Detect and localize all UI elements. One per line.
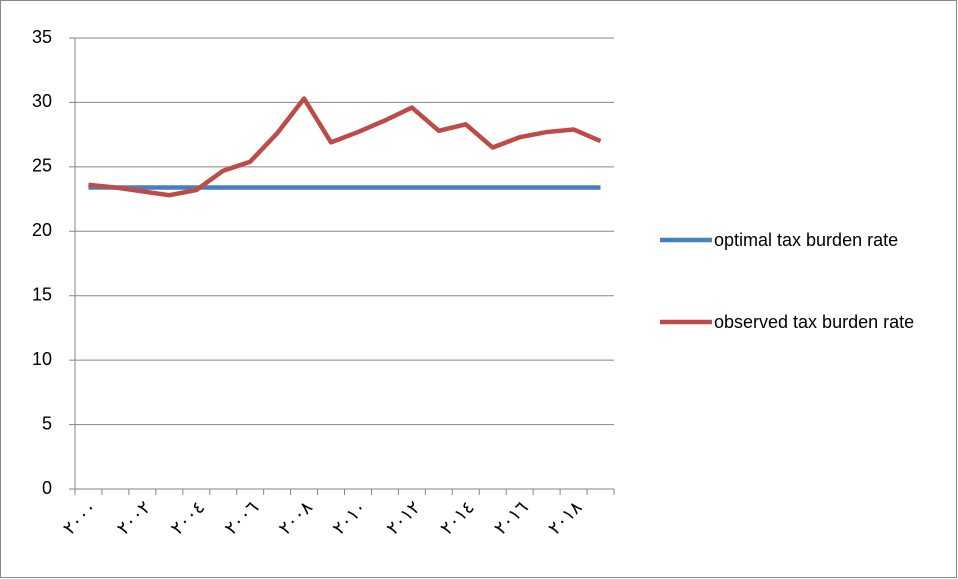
- legend-label: optimal tax burden rate: [714, 230, 899, 250]
- y-tick-label: 0: [42, 478, 52, 498]
- y-tick-label: 35: [32, 27, 52, 47]
- y-tick-label: 30: [32, 91, 52, 111]
- y-tick-label: 10: [32, 349, 52, 369]
- y-tick-label: 15: [32, 284, 52, 304]
- y-tick-label: 20: [32, 220, 52, 240]
- series-line: [88, 96, 602, 198]
- y-tick-label: 25: [32, 156, 52, 176]
- legend-label: observed tax burden rate: [714, 312, 915, 332]
- y-tick-label: 5: [42, 413, 52, 433]
